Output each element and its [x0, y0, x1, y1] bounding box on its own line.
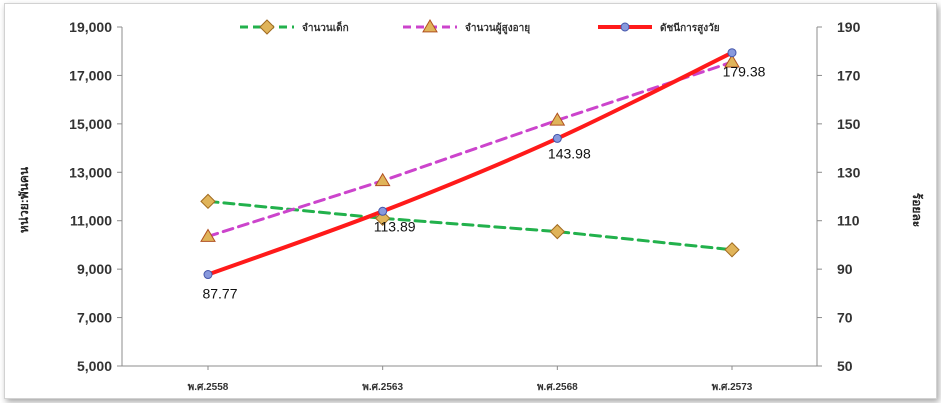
series-2-point	[549, 112, 566, 126]
series-1-point	[724, 242, 740, 258]
data-label: 113.89	[374, 218, 416, 234]
y-left-tick-label: 17,000	[69, 67, 112, 83]
series-2-point	[724, 54, 740, 68]
y-left-tick-label: 15,000	[69, 116, 112, 132]
series-3-line	[206, 50, 734, 277]
legend-label: จำนวนเด็ก	[302, 20, 349, 34]
series-1-point	[200, 193, 216, 210]
legend-label: จำนวนผู้สูงอายุ	[465, 22, 530, 35]
x-tick-label: พ.ศ.2563	[362, 382, 403, 393]
y-axis-right-title: ร้อยละ	[910, 193, 924, 227]
y-right-tick-label: 50	[837, 358, 853, 374]
data-label: 143.98	[548, 145, 591, 161]
series-layer	[200, 48, 740, 280]
y-right-tick-label: 150	[837, 116, 861, 132]
series-2-point	[374, 172, 391, 187]
series-2-line	[206, 60, 734, 238]
series-3-point	[552, 133, 562, 143]
series-3-point	[727, 48, 737, 58]
legend-swatch-marker	[259, 19, 275, 35]
y-left-tick-label: 11,000	[70, 213, 112, 229]
axes: 5,000 7,000 9,000 11,000 13,000 15,000 17,000 1…	[69, 19, 860, 393]
y-right-tick-label: 70	[837, 310, 853, 326]
x-tick-label: พ.ศ.2573	[712, 382, 753, 393]
x-tick-label: พ.ศ.2568	[537, 382, 578, 393]
y-left-tick-label: 7,000	[77, 310, 112, 326]
data-label: 87.77	[202, 286, 237, 302]
legend-swatch-marker	[422, 19, 438, 33]
x-tick-label: พ.ศ.2558	[188, 382, 229, 393]
series-1-point	[549, 223, 566, 240]
legend-label: ดัชนีการสูงวัย	[660, 22, 720, 35]
y-right-tick-label: 110	[837, 213, 860, 229]
y-right-tick-label: 130	[837, 164, 861, 180]
y-left-tick-label: 19,000	[69, 19, 112, 35]
legend-swatch-marker	[620, 22, 630, 32]
y-right-tick-label: 190	[837, 19, 861, 35]
data-label: 179.38	[723, 64, 766, 80]
legend: จำนวนเด็ก จำนวนผู้สูงอายุ ดัชนีการสูงวัย	[240, 19, 720, 35]
y-right-tick-label: 170	[837, 67, 861, 83]
y-left-tick-label: 9,000	[77, 261, 112, 277]
chart-frame	[4, 3, 937, 399]
data-labels: 87.77 113.89 143.98 179.38	[202, 64, 765, 302]
y-axis-left-title: หน่วย:พันคน	[17, 166, 31, 233]
y-right-tick-label: 90	[837, 261, 853, 277]
series-2-point	[200, 228, 216, 242]
series-3-point	[203, 270, 213, 280]
series-1-line	[206, 199, 734, 252]
series-3-point	[378, 206, 388, 216]
y-left-tick-label: 5,000	[77, 358, 112, 374]
y-left-tick-label: 13,000	[69, 164, 112, 180]
